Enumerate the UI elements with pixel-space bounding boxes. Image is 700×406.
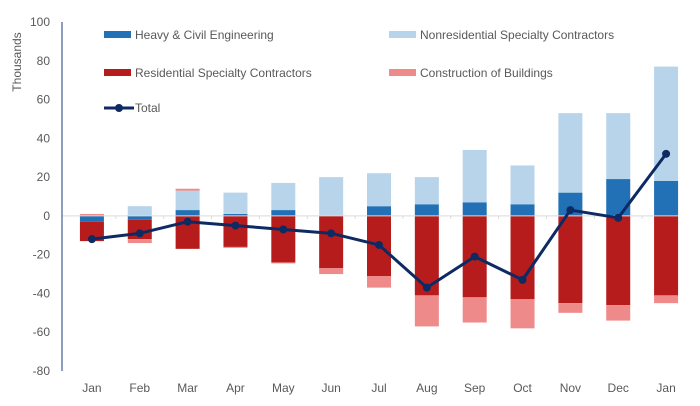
bar-construction-of-buildings — [271, 262, 296, 264]
bar-construction-of-buildings — [558, 303, 583, 313]
bar-residential-specialty-contractors — [606, 215, 631, 306]
bar-construction-of-buildings — [223, 246, 248, 248]
bar-construction-of-buildings — [319, 268, 344, 275]
y-tick-label: 20 — [37, 170, 51, 184]
total-point — [375, 240, 383, 249]
y-axis-ticks: 100 80 60 40 20 0 -20 -40 -60 -80 — [30, 15, 50, 378]
y-tick-label: 60 — [37, 93, 51, 107]
y-tick-label: 100 — [30, 15, 50, 29]
bar-heavy-civil-engineering — [271, 210, 296, 216]
bar-nonresidential-specialty-contractors — [414, 177, 439, 205]
legend-swatch — [389, 31, 416, 38]
total-point — [231, 221, 240, 230]
x-tick-label: Sep — [464, 381, 486, 395]
bar-residential-specialty-contractors — [654, 215, 679, 296]
bar-construction-of-buildings — [510, 299, 535, 329]
x-axis-ticks: Jan Feb Mar Apr May Jun Jul Aug Sep Oct Nov Dec Jan — [82, 215, 676, 395]
legend-label: Nonresidential Specialty Contractors — [420, 28, 614, 42]
bar-residential-specialty-contractors — [271, 215, 296, 263]
x-tick-label: Dec — [608, 381, 629, 395]
bar-heavy-civil-engineering — [223, 213, 248, 216]
bar-residential-specialty-contractors — [558, 215, 583, 304]
bar-nonresidential-specialty-contractors — [558, 113, 583, 193]
bar-construction-of-buildings — [175, 188, 200, 191]
total-line — [87, 149, 671, 292]
y-tick-label: -20 — [33, 248, 51, 262]
legend-swatch — [104, 69, 131, 76]
bar-heavy-civil-engineering — [462, 202, 487, 216]
bar-heavy-civil-engineering — [175, 210, 200, 216]
total-point — [470, 252, 479, 261]
total-point — [518, 275, 527, 284]
x-tick-label: May — [272, 381, 295, 395]
y-tick-label: -60 — [33, 325, 51, 339]
bar-nonresidential-specialty-contractors — [510, 165, 535, 205]
bar-residential-specialty-contractors — [223, 215, 248, 247]
legend-label: Total — [135, 101, 160, 115]
bar-nonresidential-specialty-contractors — [175, 190, 200, 211]
x-tick-label: Oct — [513, 381, 532, 395]
bar-nonresidential-specialty-contractors — [271, 182, 296, 211]
bar-construction-of-buildings — [462, 297, 487, 323]
bar-nonresidential-specialty-contractors — [654, 66, 679, 181]
bar-heavy-civil-engineering — [79, 215, 104, 222]
y-axis-label: Thousands — [10, 32, 24, 91]
total-point — [183, 217, 192, 226]
bar-heavy-civil-engineering — [510, 204, 535, 216]
bar-construction-of-buildings — [127, 239, 152, 244]
bar-nonresidential-specialty-contractors — [606, 113, 631, 180]
bar-heavy-civil-engineering — [414, 204, 439, 216]
x-tick-label: Jul — [371, 381, 386, 395]
bar-heavy-civil-engineering — [127, 215, 152, 220]
bar-heavy-civil-engineering — [654, 180, 679, 216]
bar-nonresidential-specialty-contractors — [223, 192, 248, 214]
bar-construction-of-buildings — [367, 275, 391, 288]
total-point — [614, 213, 623, 222]
total-point — [566, 206, 575, 215]
total-point — [135, 229, 144, 238]
legend: Heavy & Civil Engineering Nonresidential … — [104, 28, 614, 115]
x-tick-label: Feb — [129, 381, 150, 395]
total-point — [327, 229, 336, 238]
x-tick-label: Mar — [177, 381, 198, 395]
bar-construction-of-buildings — [414, 295, 439, 327]
legend-marker — [115, 104, 123, 112]
x-tick-label: Jan — [82, 381, 101, 395]
y-tick-label: -80 — [33, 364, 51, 378]
y-tick-label: 0 — [43, 209, 50, 223]
total-point — [279, 225, 288, 234]
bars — [79, 66, 679, 329]
bar-construction-of-buildings — [606, 305, 631, 321]
y-tick-label: -40 — [33, 286, 51, 300]
bar-nonresidential-specialty-contractors — [462, 149, 487, 203]
bar-nonresidential-specialty-contractors — [367, 173, 391, 207]
bar-construction-of-buildings — [79, 213, 104, 216]
bar-construction-of-buildings — [654, 295, 679, 304]
y-tick-label: 40 — [37, 131, 51, 145]
bar-heavy-civil-engineering — [367, 206, 391, 216]
bar-residential-specialty-contractors — [319, 215, 344, 269]
bar-nonresidential-specialty-contractors — [319, 177, 344, 216]
total-point — [87, 235, 96, 244]
x-tick-label: Apr — [226, 381, 245, 395]
legend-label: Construction of Buildings — [420, 66, 553, 80]
bar-nonresidential-specialty-contractors — [127, 206, 152, 216]
x-tick-label: Nov — [560, 381, 581, 395]
legend-label: Residential Specialty Contractors — [135, 66, 312, 80]
y-tick-label: 80 — [37, 54, 51, 68]
bar-residential-specialty-contractors — [79, 221, 104, 242]
bar-heavy-civil-engineering — [606, 179, 631, 216]
legend-label: Heavy & Civil Engineering — [135, 28, 274, 42]
bar-residential-specialty-contractors — [510, 215, 535, 300]
total-point — [422, 283, 431, 292]
x-tick-label: Jun — [321, 381, 340, 395]
legend-swatch — [389, 69, 416, 76]
x-tick-label: Jan — [656, 381, 675, 395]
legend-swatch — [104, 31, 131, 38]
total-point — [662, 149, 671, 158]
x-tick-label: Aug — [416, 381, 437, 395]
